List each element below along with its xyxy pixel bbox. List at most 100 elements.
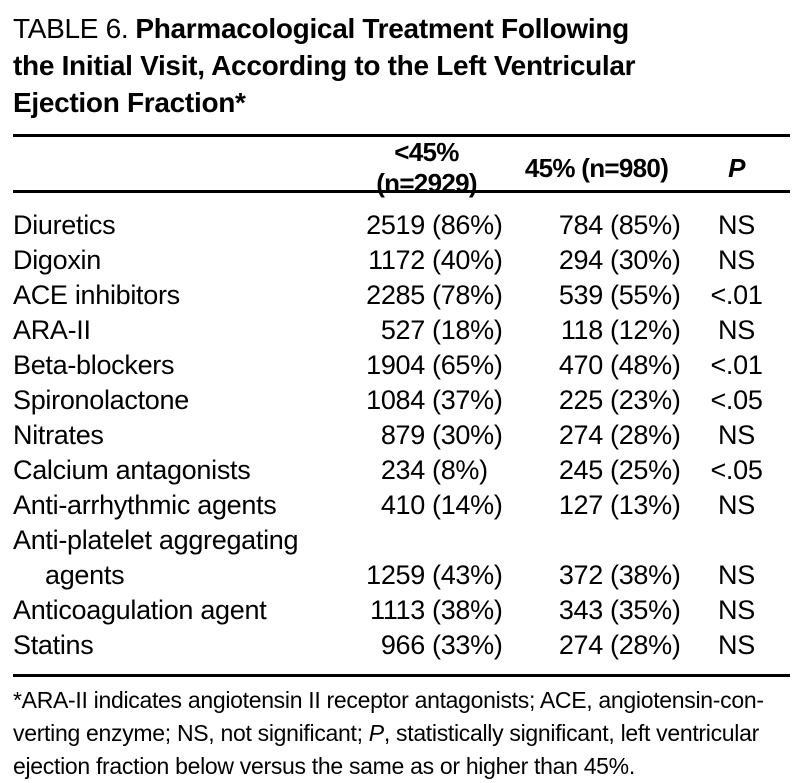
p-value: NS [718,595,755,625]
ge45-count: 784 [558,210,603,240]
header-rule [13,190,790,193]
lt45-percent [425,523,510,558]
p-value: <.01 [710,350,763,380]
drug-label: Anti-platelet aggregating [13,525,299,555]
col-header-ge45: 45% (n=980) [524,152,669,183]
ge45-count: 274 [558,420,603,450]
table-row: Statins 966 (33%) 274 (28%) NS [13,628,790,663]
ge45-count: 274 [558,630,603,660]
ge45-count [510,523,603,558]
table-row: Nitrates 879 (30%) 274 (28%) NS [13,418,790,453]
footnote-line-2-pre: verting enzyme; NS, not significant; [13,720,369,746]
lt45-count: 1172 [368,245,425,275]
table-title: TABLE 6. Pharmacological Treatment Follow… [13,10,790,121]
drug-label: Diuretics [13,210,116,240]
ge45-percent: (48%) [610,350,681,380]
drug-label: Beta-blockers [13,350,175,380]
lt45-count: 2519 [366,210,425,240]
lt45-percent: (14%) [432,490,503,520]
table-row: Anti-arrhythmic agents 410 (14%) 127 (13… [13,488,790,523]
drug-label: Anticoagulation agent [13,595,267,625]
ge45-percent: (35%) [610,595,681,625]
footnote-p-symbol: P [368,720,384,746]
footnote-line-3: ejection fraction below versus the same … [13,753,635,779]
lt45-count: 1259 [366,560,425,590]
table-row: agents 1259 (43%) 372 (38%) NS [13,558,790,593]
lt45-percent: (8%) [432,455,488,485]
p-value: NS [718,420,755,450]
ge45-percent: (12%) [610,315,681,345]
lt45-percent: (18%) [432,315,503,345]
table-row: Calcium antagonists 234 (8%) 245 (25%) <… [13,453,790,488]
table-row: Digoxin 1172 (40%) 294 (30%) NS [13,243,790,278]
lt45-count: 527 [380,315,425,345]
p-value: <.05 [710,385,763,415]
table-row: Anti-platelet aggregating [13,523,790,558]
title-line-1: TABLE 6. Pharmacological Treatment Follow… [13,10,790,47]
column-header-row: <45% (n=2929) 45% (n=980) P [13,137,790,198]
lt45-percent: (30%) [432,420,503,450]
drug-label: Calcium antagonists [13,455,251,485]
p-value: NS [718,315,755,345]
lt45-percent: (43%) [432,560,503,590]
ge45-percent: (25%) [610,455,681,485]
ge45-count: 245 [558,455,603,485]
drug-label: agents [45,560,125,590]
ge45-percent: (30%) [610,245,681,275]
ge45-count: 225 [558,385,603,415]
lt45-count: 1904 [366,350,425,380]
table-row: Spironolactone 1084 (37%) 225 (23%) <.05 [13,383,790,418]
drug-label: ACE inhibitors [13,280,180,310]
lt45-count [343,523,425,558]
p-value [683,523,790,558]
lt45-count: 234 [380,455,425,485]
drug-label: ARA-II [13,315,91,345]
table-row: Beta-blockers 1904 (65%) 470 (48%) <.01 [13,348,790,383]
lt45-count: 966 [380,630,425,660]
drug-label: Digoxin [13,245,101,275]
p-value: NS [718,210,755,240]
ge45-count: 294 [558,245,603,275]
ge45-percent: (28%) [610,630,681,660]
ge45-count: 539 [558,280,603,310]
lt45-count: 879 [380,420,425,450]
bottom-rule [13,674,790,677]
ge45-percent: (38%) [610,560,681,590]
ge45-count: 118 [560,315,603,345]
drug-label: Nitrates [13,420,104,450]
p-value: <.01 [710,280,763,310]
ge45-percent: (85%) [610,210,681,240]
table-row: Anticoagulation agent 1113 (38%) 343 (35… [13,593,790,628]
footnote-line-1: *ARA-II indicates angiotensin II recepto… [13,687,764,713]
lt45-percent: (33%) [432,630,503,660]
ge45-count: 372 [558,560,603,590]
p-value: NS [718,490,755,520]
title-line-3: Ejection Fraction* [13,87,246,118]
footnote: *ARA-II indicates angiotensin II recepto… [13,684,790,783]
lt45-count: 410 [380,490,425,520]
col-header-lt45: <45% (n=2929) [376,137,477,198]
ge45-count: 470 [558,350,603,380]
lt45-percent: (37%) [432,385,503,415]
title-line-2: the Initial Visit, According to the Left… [13,50,636,81]
col-header-p: P [728,152,745,183]
table-body: Diuretics 2519 (86%) 784 (85%) NS Digoxi… [13,193,790,674]
table-row: Diuretics 2519 (86%) 784 (85%) NS [13,208,790,243]
lt45-percent: (86%) [432,210,503,240]
table-number: TABLE 6. [13,13,129,44]
p-value: <.05 [710,455,763,485]
ge45-percent: (28%) [610,420,681,450]
title-line-1-text: Pharmacological Treatment Following [135,13,629,44]
p-value: NS [718,630,755,660]
top-rule [13,134,790,137]
p-value: NS [718,560,755,590]
drug-label: Statins [13,630,94,660]
ge45-count: 127 [558,490,603,520]
ge45-count: 343 [558,595,603,625]
ge45-percent [603,523,683,558]
lt45-count: 1084 [366,385,425,415]
ge45-percent: (55%) [610,280,681,310]
lt45-percent: (78%) [432,280,503,310]
table-row: ACE inhibitors 2285 (78%) 539 (55%) <.01 [13,278,790,313]
